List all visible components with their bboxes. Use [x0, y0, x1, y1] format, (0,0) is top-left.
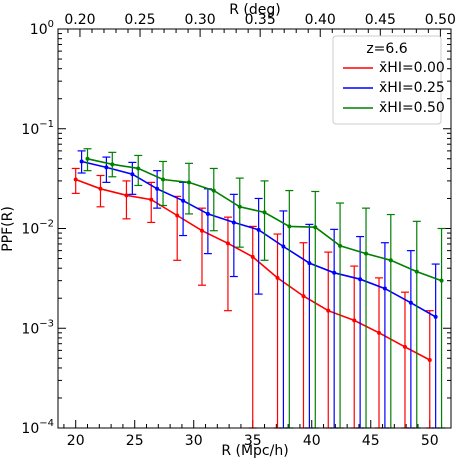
- data-point: [110, 162, 115, 167]
- data-point: [211, 188, 216, 193]
- top-tick-label: 0.45: [365, 12, 396, 28]
- data-point: [175, 213, 180, 218]
- data-point: [79, 159, 84, 164]
- x-tick-label: 50: [421, 433, 439, 449]
- data-point: [275, 275, 280, 280]
- legend: z=6.6 x̄HI=0.00 x̄HI=0.25 x̄HI=0.50: [332, 35, 445, 125]
- ticks-layer: 20 25 30 35 40 45 50 0.20 0.25 0.30 0.35 0.40 0.45 0.…: [21, 12, 456, 449]
- data-point: [161, 177, 166, 182]
- y-tick-label: 10−2: [21, 219, 54, 238]
- data-point: [262, 210, 267, 215]
- x-tick-label: 40: [303, 433, 321, 449]
- data-point: [199, 228, 204, 233]
- x-tick-label: 25: [126, 433, 144, 449]
- series-group: [77, 150, 440, 429]
- data-point: [287, 224, 292, 229]
- x-axis-title: R (Mpc/h): [221, 443, 288, 459]
- data-point: [433, 314, 438, 319]
- series-layer: [71, 148, 446, 429]
- data-point: [364, 251, 369, 256]
- legend-frame: [332, 35, 442, 125]
- top-tick-label: 0.35: [245, 12, 276, 28]
- legend-label: x̄HI=0.50: [379, 100, 445, 116]
- data-point: [377, 330, 382, 335]
- data-point: [205, 211, 210, 216]
- data-point: [382, 286, 387, 291]
- data-point: [237, 204, 242, 209]
- data-point: [358, 277, 363, 282]
- data-point: [307, 261, 312, 266]
- data-point: [332, 270, 337, 275]
- top-axis-title: R (deg): [229, 2, 281, 18]
- data-point: [136, 166, 141, 171]
- data-point: [281, 244, 286, 249]
- top-tick-label: 0.40: [305, 12, 336, 28]
- legend-label: x̄HI=0.25: [379, 80, 445, 96]
- data-point: [439, 278, 444, 283]
- x-tick-label: 20: [67, 433, 85, 449]
- plot-frame: [57, 28, 452, 429]
- data-point: [352, 318, 357, 323]
- legend-title: z=6.6: [366, 41, 407, 57]
- y-tick-label: 10−4: [21, 418, 54, 437]
- top-tick-label: 0.50: [425, 12, 456, 28]
- top-tick-label: 0.30: [185, 12, 216, 28]
- data-point: [98, 186, 103, 191]
- data-point: [231, 220, 236, 225]
- data-point: [225, 241, 230, 246]
- legend-label: x̄HI=0.00: [379, 60, 445, 76]
- series-group: [83, 148, 446, 429]
- data-point: [149, 197, 154, 202]
- data-point: [187, 180, 191, 185]
- data-point: [388, 258, 393, 263]
- data-point: [301, 294, 306, 299]
- data-point: [408, 300, 413, 305]
- data-point: [73, 177, 78, 182]
- data-point: [124, 193, 129, 198]
- data-point: [326, 308, 331, 313]
- y-axis-title: PPF(R): [0, 206, 16, 252]
- data-point: [130, 172, 135, 177]
- top-tick-label: 0.20: [64, 12, 95, 28]
- data-point: [402, 344, 407, 349]
- data-point: [256, 227, 261, 232]
- data-point: [313, 225, 318, 230]
- data-point: [414, 269, 419, 274]
- data-point: [155, 186, 160, 191]
- top-tick-label: 0.25: [124, 12, 155, 28]
- x-tick-label: 35: [244, 433, 262, 449]
- data-point: [338, 243, 343, 248]
- data-point: [181, 198, 186, 203]
- x-tick-label: 45: [362, 433, 380, 449]
- y-tick-label: 100: [30, 19, 54, 38]
- data-point: [85, 156, 90, 161]
- x-tick-label: 30: [185, 433, 203, 449]
- y-tick-label: 10−1: [21, 119, 54, 138]
- series-group: [71, 167, 434, 429]
- y-tick-label: 10−3: [21, 318, 54, 337]
- data-point: [250, 254, 255, 259]
- data-point: [104, 165, 109, 170]
- data-point: [427, 358, 432, 363]
